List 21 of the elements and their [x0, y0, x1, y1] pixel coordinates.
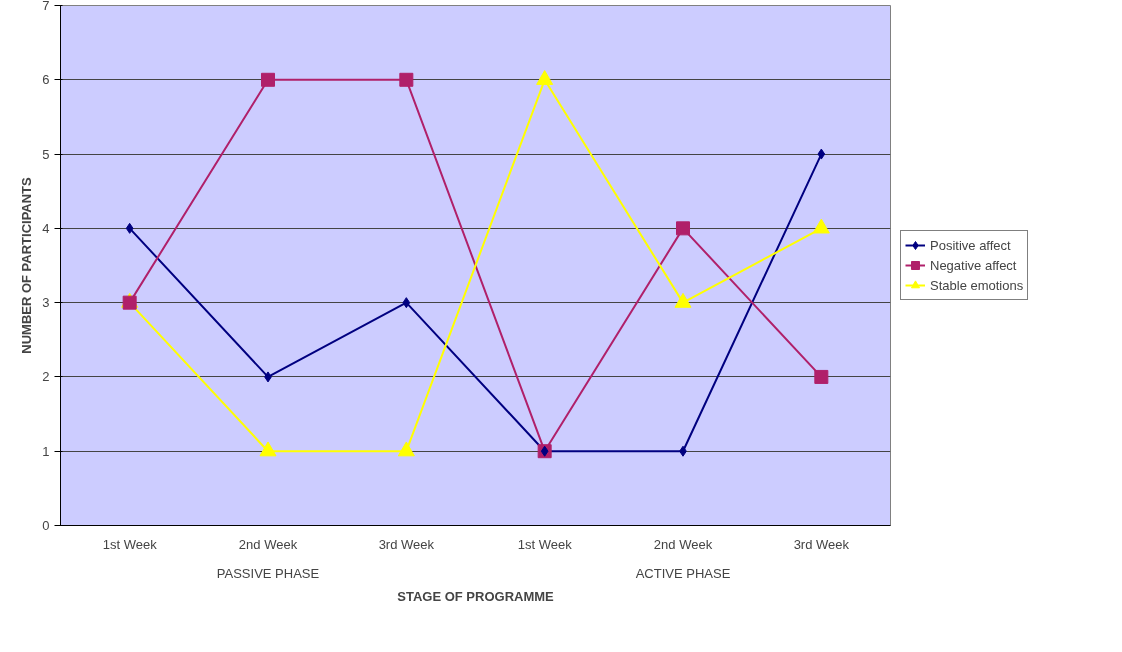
- y-tick-label: 2: [42, 369, 50, 385]
- y-axis-title: NUMBER OF PARTICIPANTS: [19, 176, 35, 354]
- y-tick-label: 1: [42, 443, 50, 459]
- legend-label: Stable emotions: [930, 277, 1024, 293]
- y-tick-label: 0: [42, 518, 50, 533]
- x-tick-label: 1st Week: [102, 536, 158, 552]
- legend-label: Negative affect: [930, 257, 1017, 273]
- x-tick-label: 3rd Week: [793, 536, 850, 552]
- y-tick-label: 5: [42, 146, 50, 162]
- y-tick-label: 7: [42, 0, 50, 13]
- x-tick-label: 2nd Week: [653, 536, 713, 552]
- x-tick-label: 1st Week: [517, 536, 573, 552]
- y-tick-label: 4: [42, 220, 50, 236]
- x-tick-label: 2nd Week: [238, 536, 298, 552]
- x-tick-label: 3rd Week: [378, 536, 435, 552]
- text: ACTIVE PHASE: [635, 565, 731, 581]
- y-tick-label: 3: [42, 295, 50, 311]
- x-axis-title: STAGE OF PROGRAMME: [397, 588, 555, 604]
- y-tick-label: 6: [42, 72, 50, 88]
- legend-label: Positive affect: [930, 237, 1011, 253]
- text: PASSIVE PHASE: [216, 565, 320, 581]
